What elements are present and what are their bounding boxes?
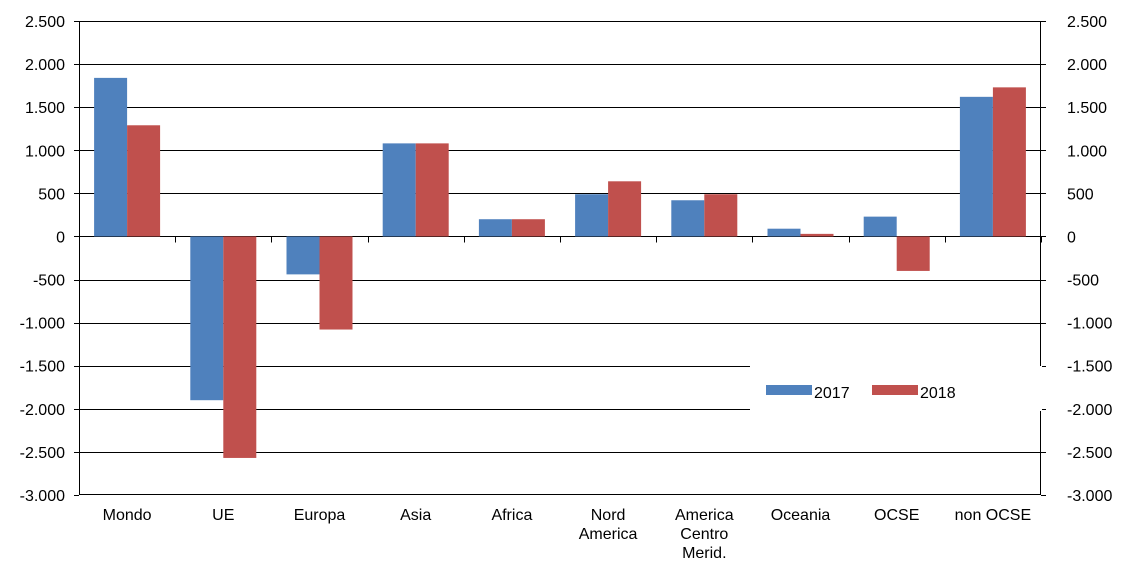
bar-2017-2 xyxy=(286,236,320,275)
y-right-tick-label-10: 2.000 xyxy=(1067,57,1107,74)
y-right-tick-label-7: 500 xyxy=(1067,186,1094,203)
bar-2018-7 xyxy=(800,233,834,237)
y-left-tick-label-4: -1.000 xyxy=(20,316,65,333)
x-tick-label-line: Europa xyxy=(294,507,346,524)
bar-2017-6 xyxy=(671,200,705,237)
x-tick-label-8: OCSE xyxy=(874,507,919,524)
x-tick-label-line: UE xyxy=(212,507,234,524)
y-left-tick-label-11: 2.500 xyxy=(25,14,65,31)
bar-2018-2 xyxy=(319,236,353,330)
x-axis-categories: Mondo UE Europa Asia Africa Nord AmericaAmeric… xyxy=(103,507,1032,562)
bar-2017-5 xyxy=(575,194,609,237)
y-right-tick-label-1: -2.500 xyxy=(1067,445,1112,462)
y-right-tick-label-4: -1.000 xyxy=(1067,316,1112,333)
y-axis-right-ticks: -3.000 -2.500 -2.000 -1.500 -1.000 -500 0 500 1.… xyxy=(1067,14,1112,505)
x-tick-label-line: America xyxy=(579,526,638,543)
y-right-tick-label-9: 1.500 xyxy=(1067,100,1107,117)
bar-2018-1 xyxy=(223,236,257,458)
x-tick-label-1: UE xyxy=(212,507,234,524)
bar-2018-6 xyxy=(704,194,738,237)
legend-label-2018: 2018 xyxy=(920,385,956,402)
y-right-tick-label-0: -3.000 xyxy=(1067,488,1112,505)
legend-swatch-2017 xyxy=(766,385,812,395)
x-tick-label-7: Oceania xyxy=(771,507,831,524)
x-tick-label-line: Asia xyxy=(400,507,431,524)
y-left-tick-label-6: 0 xyxy=(56,229,65,246)
x-tick-label-5: Nord America xyxy=(579,507,638,543)
legend: 2017 2018 xyxy=(750,366,1042,411)
legend-label-2017: 2017 xyxy=(814,385,850,402)
bar-2018-0 xyxy=(127,125,161,237)
x-tick-label-line: Merid. xyxy=(682,545,726,562)
x-tick-label-6: America Centro Merid. xyxy=(675,507,734,562)
bar-2018-3 xyxy=(415,143,449,237)
bar-2017-4 xyxy=(478,219,512,237)
x-tick-label-line: Nord xyxy=(591,507,626,524)
y-right-tick-label-6: 0 xyxy=(1067,229,1076,246)
x-tick-label-line: Oceania xyxy=(771,507,831,524)
x-tick-label-line: Mondo xyxy=(103,507,152,524)
x-tick-label-2: Europa xyxy=(294,507,346,524)
bar-2017-8 xyxy=(863,216,897,237)
bars xyxy=(94,77,1026,458)
y-left-tick-label-1: -2.500 xyxy=(20,445,65,462)
y-axis-left-ticks: -3.000 -2.500 -2.000 -1.500 -1.000 -500 0 500 1.… xyxy=(20,14,65,505)
axes xyxy=(74,21,1046,496)
bar-2017-3 xyxy=(382,143,416,237)
legend-swatch-2018 xyxy=(872,385,918,395)
y-left-tick-label-0: -3.000 xyxy=(20,488,65,505)
x-tick-label-line: non OCSE xyxy=(955,507,1031,524)
x-tick-label-line: Africa xyxy=(491,507,532,524)
bar-2017-0 xyxy=(94,77,128,237)
bar-2017-9 xyxy=(959,96,993,237)
x-tick-label-0: Mondo xyxy=(103,507,152,524)
x-tick-label-4: Africa xyxy=(491,507,532,524)
x-tick-label-line: America xyxy=(675,507,734,524)
y-right-tick-label-8: 1.000 xyxy=(1067,143,1107,160)
y-right-tick-label-2: -2.000 xyxy=(1067,402,1112,419)
bar-2018-4 xyxy=(511,219,545,237)
bar-2017-7 xyxy=(767,228,801,237)
y-left-tick-label-2: -2.000 xyxy=(20,402,65,419)
bar-2018-9 xyxy=(992,87,1026,237)
y-left-tick-label-3: -1.500 xyxy=(20,359,65,376)
y-left-tick-label-10: 2.000 xyxy=(25,57,65,74)
y-right-tick-label-11: 2.500 xyxy=(1067,14,1107,31)
y-left-tick-label-8: 1.000 xyxy=(25,143,65,160)
x-tick-label-9: non OCSE xyxy=(955,507,1031,524)
y-right-tick-label-5: -500 xyxy=(1067,273,1099,290)
x-tick-label-line: Centro xyxy=(680,526,728,543)
y-right-tick-label-3: -1.500 xyxy=(1067,359,1112,376)
x-tick-label-3: Asia xyxy=(400,507,431,524)
bar-2018-5 xyxy=(608,181,642,237)
y-left-tick-label-7: 500 xyxy=(38,186,65,203)
plot-frame xyxy=(79,21,1041,495)
bar-2017-1 xyxy=(190,236,224,401)
x-tick-label-line: OCSE xyxy=(874,507,919,524)
bar-2018-8 xyxy=(896,236,930,271)
y-left-tick-label-9: 1.500 xyxy=(25,100,65,117)
y-left-tick-label-5: -500 xyxy=(33,273,65,290)
